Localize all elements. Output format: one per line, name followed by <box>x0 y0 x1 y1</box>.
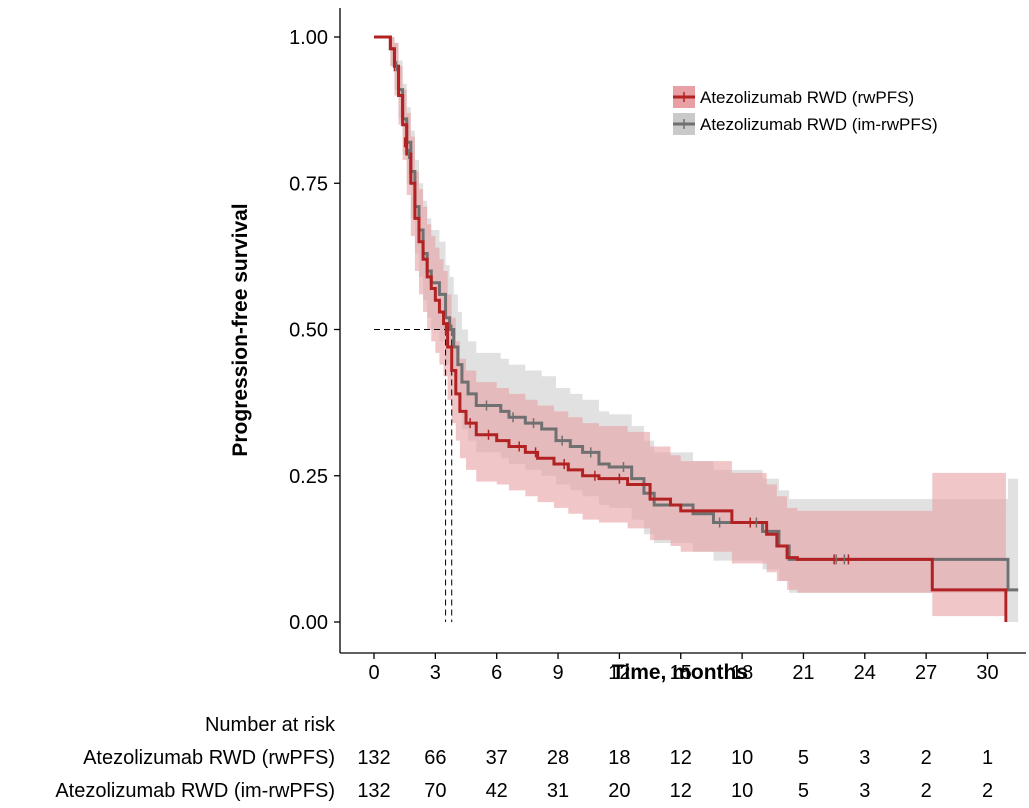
risk-value: 2 <box>982 780 993 802</box>
risk-value: 10 <box>731 780 753 802</box>
x-tick-label: 24 <box>854 662 876 684</box>
risk-value: 1 <box>982 747 993 769</box>
y-tick-label: 0.00 <box>289 612 328 634</box>
median-reference-lines <box>374 329 453 622</box>
x-axis-ticks: 0 3 6 9 12 15 18 21 24 27 30 <box>368 653 999 684</box>
legend-label-rwpfs: Atezolizumab RWD (rwPFS) <box>700 88 914 107</box>
x-tick-label: 6 <box>491 662 502 684</box>
y-tick-label: 0.75 <box>289 173 328 195</box>
x-tick-label: 12 <box>608 662 630 684</box>
censor-marks <box>393 61 850 565</box>
risk-value: 2 <box>921 780 932 802</box>
risk-value: 37 <box>486 747 508 769</box>
risk-value: 42 <box>486 780 508 802</box>
y-axis-title: Progression-free survival <box>229 203 252 456</box>
risk-value: 70 <box>424 780 446 802</box>
x-tick-label: 0 <box>368 662 379 684</box>
risk-value: 3 <box>859 747 870 769</box>
risk-value: 18 <box>608 747 630 769</box>
risk-row-label-rwpfs: Atezolizumab RWD (rwPFS) <box>83 747 335 769</box>
risk-table-values: 132 66 37 28 18 12 10 5 3 2 1 132 70 42 31 20 12 10 5 3 2 2 <box>357 747 993 802</box>
risk-row-label-im-rwpfs: Atezolizumab RWD (im-rwPFS) <box>55 780 335 802</box>
confidence-bands <box>374 37 1019 622</box>
y-tick-label: 0.50 <box>289 320 328 342</box>
y-tick-label: 1.00 <box>289 27 328 49</box>
risk-value: 66 <box>424 747 446 769</box>
x-axis-title: Time, months <box>612 661 748 684</box>
risk-value: 5 <box>798 747 809 769</box>
legend-label-im-rwpfs: Atezolizumab RWD (im-rwPFS) <box>700 115 938 134</box>
risk-value: 5 <box>798 780 809 802</box>
y-axis-ticks: 0.00 0.25 0.50 0.75 1.00 <box>289 27 340 634</box>
survival-curve-rwpfs <box>374 35 1008 622</box>
number-at-risk-table: Number at risk Atezolizumab RWD (rwPFS) … <box>55 714 993 802</box>
risk-table-title: Number at risk <box>205 714 336 736</box>
x-tick-label: 15 <box>670 662 692 684</box>
risk-value: 2 <box>921 747 932 769</box>
x-tick-label: 30 <box>976 662 998 684</box>
risk-value: 20 <box>608 780 630 802</box>
risk-value: 12 <box>670 780 692 802</box>
legend: Atezolizumab RWD (rwPFS) Atezolizumab RW… <box>673 86 938 135</box>
x-tick-label: 9 <box>552 662 563 684</box>
x-tick-label: 18 <box>731 662 753 684</box>
x-tick-label: 27 <box>915 662 937 684</box>
risk-value: 28 <box>547 747 569 769</box>
risk-value: 10 <box>731 747 753 769</box>
survival-curves <box>374 35 1019 622</box>
x-tick-label: 21 <box>792 662 814 684</box>
risk-value: 3 <box>859 780 870 802</box>
risk-value: 12 <box>670 747 692 769</box>
ci-band-rwpfs <box>374 37 1006 622</box>
risk-value: 31 <box>547 780 569 802</box>
risk-value: 132 <box>357 780 390 802</box>
x-tick-label: 3 <box>430 662 441 684</box>
risk-value: 132 <box>357 747 390 769</box>
y-tick-label: 0.25 <box>289 466 328 488</box>
